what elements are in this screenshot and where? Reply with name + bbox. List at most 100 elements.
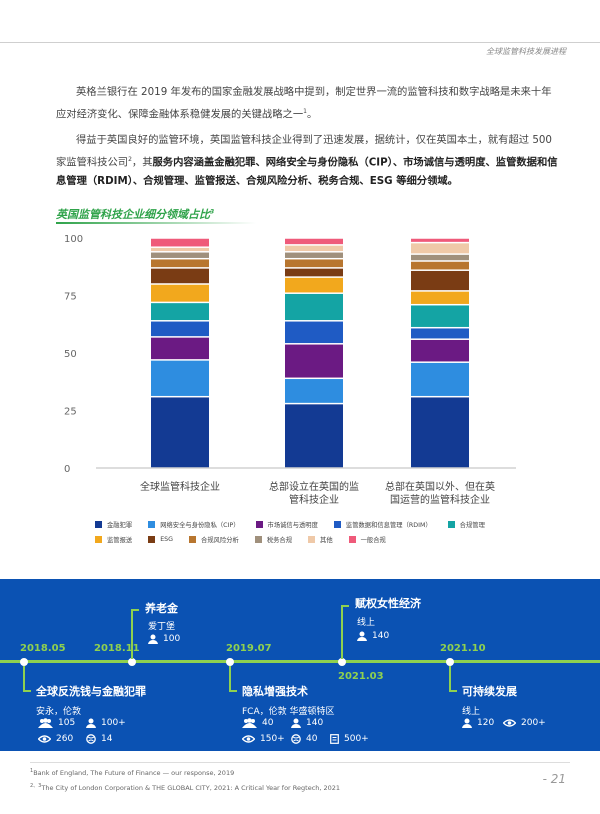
timeline-date-1: 2018.05 [20, 643, 66, 654]
bar-segment [285, 379, 343, 403]
bar-segment [151, 247, 209, 252]
bar-segment [411, 254, 469, 261]
timeline-dot-4 [338, 658, 346, 666]
legend-label: 监管数据和信息管理（RDIM） [345, 522, 432, 529]
event-5-stat-views-value: 200+ [521, 718, 546, 728]
event-3-stat-countries: 40 [291, 734, 317, 744]
globe-icon [86, 734, 96, 744]
event-2-connector [131, 609, 133, 659]
bar-segment [285, 259, 343, 268]
legend-swatch [447, 521, 455, 528]
bar-segment [411, 291, 469, 304]
legend-swatch [348, 536, 356, 543]
doc-icon [330, 734, 339, 744]
bar-segment [411, 339, 469, 362]
legend-swatch [189, 536, 197, 543]
paragraph-2: 得益于英国良好的监管环境，英国监管科技企业得到了迅速发展，据统计，仅在英国本土，… [56, 131, 558, 191]
timeline-dot-1 [20, 658, 28, 666]
legend-item: ESG [148, 535, 173, 544]
event-1-connector [23, 666, 25, 691]
legend-item: 市场诚信与透明度 [255, 520, 318, 529]
footnote-ref-2[interactable]: 2 [128, 156, 132, 163]
event-1-stat-views-value: 260 [56, 734, 74, 744]
bar-segment [411, 305, 469, 327]
event-3-stat-group-value: 40 [262, 718, 274, 728]
event-5-stat-person: 120 [462, 718, 494, 728]
x-category-label: 总部设立在英国的监 [269, 480, 359, 493]
header-divider [0, 42, 600, 43]
x-category-label: 管科技企业 [289, 493, 339, 506]
event-1-stat-person-value: 100+ [101, 718, 126, 728]
chart-title-text: 英国监管科技企业细分领域占比 [56, 208, 210, 221]
eye-icon [38, 735, 51, 743]
bar-segment [151, 238, 209, 247]
y-tick-label: 25 [64, 407, 77, 418]
bar-segment [151, 259, 209, 268]
event-5-stat-person-value: 120 [477, 718, 495, 728]
footnote-ref-1[interactable]: 1 [303, 108, 307, 115]
bar-segment [151, 303, 209, 321]
event-3-stat-docs-value: 500+ [344, 734, 369, 744]
event-1-location: 安永，伦敦 [36, 707, 82, 717]
paragraph-1-end: 。 [306, 108, 318, 121]
event-3-tick [229, 690, 237, 692]
bar-segment [285, 238, 343, 245]
legend-label: 合规风险分析 [201, 537, 239, 544]
event-3-stat-views: 150+ [242, 734, 285, 744]
bar-segment [151, 268, 209, 284]
event-5-connector [449, 666, 451, 691]
paragraph-1: 英格兰银行在 2019 年发布的国家金融发展战略中提到，制定世界一流的监管科技和… [56, 83, 558, 124]
eye-icon [242, 735, 255, 743]
event-1-stat-countries-value: 14 [101, 734, 113, 744]
event-5-title: 可持续发展 [462, 685, 517, 698]
legend-swatch [255, 521, 263, 528]
chart-legend: 金融犯罪 网络安全与身份隐私（CIP） 市场诚信与透明度 监管数据和信息管理（RDIM… [95, 520, 535, 544]
x-category-label: 总部在英国以外、但在英 [385, 480, 495, 493]
event-1-stat-views: 260 [38, 734, 73, 744]
legend-item: 网络安全与身份隐私（CIP） [148, 520, 240, 529]
legend-label: 市场诚信与透明度 [267, 522, 318, 529]
legend-label: 网络安全与身份隐私（CIP） [160, 522, 240, 529]
event-5-tick [449, 690, 457, 692]
bar-segment [151, 397, 209, 468]
bar-segment [285, 321, 343, 344]
bar-segment [151, 252, 209, 258]
person-icon [462, 718, 472, 728]
event-1-stat-group-value: 105 [58, 718, 76, 728]
event-3-stat-group: 40 [242, 718, 273, 728]
legend-swatch [254, 536, 262, 543]
event-3-stat-views-value: 150+ [260, 734, 285, 744]
person-icon [86, 718, 96, 728]
event-4-tick [341, 605, 349, 607]
timeline-dot-3 [226, 658, 234, 666]
legend-item: 税务合规 [254, 535, 292, 544]
bar-segment [285, 268, 343, 277]
bar-segment [151, 321, 209, 337]
event-1-tick [23, 690, 31, 692]
group-icon [38, 718, 53, 728]
legend-swatch [148, 521, 156, 528]
legend-label: 一般合规 [360, 537, 386, 544]
legend-item: 合规管理 [447, 520, 485, 529]
event-3-title: 隐私增强技术 [242, 685, 308, 698]
event-1-title: 全球反洗钱与金融犯罪 [36, 685, 146, 698]
person-icon [291, 718, 301, 728]
legend-item: 监管数据和信息管理（RDIM） [333, 520, 432, 529]
legend-label: 金融犯罪 [107, 522, 133, 529]
footnote-1-text: Bank of England, The Future of Finance —… [33, 769, 235, 778]
event-5-location: 线上 [462, 707, 481, 717]
timeline-dot-5 [446, 658, 454, 666]
footnote-2: 2、3The City of London Corporation & THE … [30, 782, 340, 792]
event-5-stat-views: 200+ [503, 718, 546, 728]
event-3-stat-person-value: 140 [306, 718, 324, 728]
event-3-stat-countries-value: 40 [306, 734, 318, 744]
timeline-date-3: 2019.07 [226, 643, 272, 654]
timeline-dot-2 [128, 658, 136, 666]
group-icon [242, 718, 257, 728]
legend-item: 金融犯罪 [95, 520, 132, 529]
legend-item: 监管报送 [95, 535, 132, 544]
legend-label: 其他 [320, 537, 333, 544]
footnote-ref-3[interactable]: 3 [210, 208, 215, 216]
event-4-title: 赋权女性经济 [355, 597, 421, 610]
footnote-divider [30, 762, 570, 763]
